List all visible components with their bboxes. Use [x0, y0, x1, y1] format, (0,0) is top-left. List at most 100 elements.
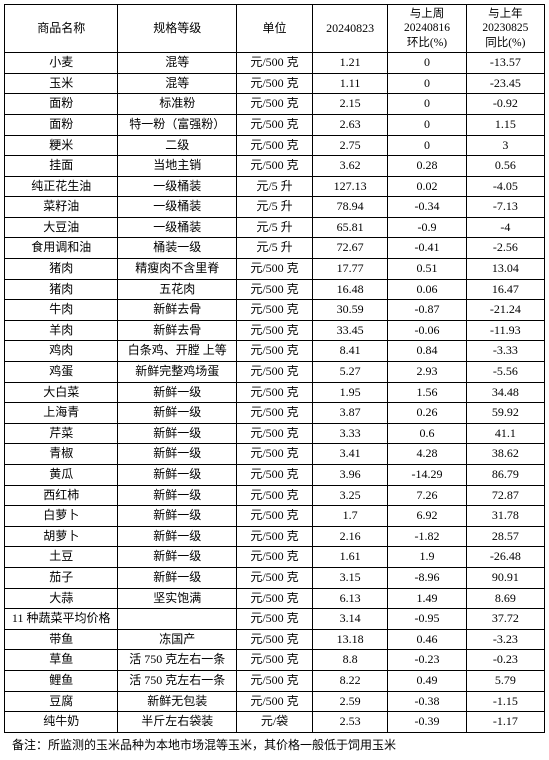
- cell-name: 猪肉: [5, 259, 118, 280]
- table-row: 纯正花生油一级桶装元/5 升127.130.02-4.05: [5, 176, 545, 197]
- cell-v1: 0.06: [388, 279, 466, 300]
- cell-v0: 30.59: [312, 300, 388, 321]
- cell-unit: 元/500 克: [237, 156, 313, 177]
- cell-spec: 新鲜一级: [118, 506, 237, 527]
- cell-v0: 17.77: [312, 259, 388, 280]
- cell-name: 纯牛奶: [5, 712, 118, 733]
- cell-v0: 127.13: [312, 176, 388, 197]
- cell-spec: 五花肉: [118, 279, 237, 300]
- cell-v1: 1.9: [388, 547, 466, 568]
- cell-spec: 活 750 克左右一条: [118, 670, 237, 691]
- cell-spec: 精瘦肉不含里脊: [118, 259, 237, 280]
- cell-name: 茄子: [5, 567, 118, 588]
- cell-unit: 元/500 克: [237, 382, 313, 403]
- cell-v0: 72.67: [312, 238, 388, 259]
- table-row: 大白菜新鲜一级元/500 克1.951.5634.48: [5, 382, 545, 403]
- cell-name: 白萝卜: [5, 506, 118, 527]
- col-header-yoy-l2: 20230825: [468, 21, 543, 35]
- cell-unit: 元/500 克: [237, 650, 313, 671]
- cell-v0: 2.16: [312, 526, 388, 547]
- table-row: 猪肉五花肉元/500 克16.480.0616.47: [5, 279, 545, 300]
- cell-v2: 16.47: [466, 279, 544, 300]
- cell-v1: -0.39: [388, 712, 466, 733]
- table-row: 粳米二级元/500 克2.7503: [5, 135, 545, 156]
- cell-v0: 78.94: [312, 197, 388, 218]
- table-row: 土豆新鲜一级元/500 克1.611.9-26.48: [5, 547, 545, 568]
- cell-v0: 13.18: [312, 629, 388, 650]
- cell-v0: 8.8: [312, 650, 388, 671]
- table-row: 挂面当地主销元/500 克3.620.280.56: [5, 156, 545, 177]
- cell-unit: 元/500 克: [237, 135, 313, 156]
- cell-spec: 活 750 克左右一条: [118, 650, 237, 671]
- cell-v0: 5.27: [312, 362, 388, 383]
- cell-v0: 3.41: [312, 444, 388, 465]
- cell-v1: 6.92: [388, 506, 466, 527]
- cell-v1: -1.82: [388, 526, 466, 547]
- cell-v0: 3.15: [312, 567, 388, 588]
- cell-unit: 元/500 克: [237, 73, 313, 94]
- cell-name: 青椒: [5, 444, 118, 465]
- cell-v1: -0.38: [388, 691, 466, 712]
- cell-v1: 0.26: [388, 403, 466, 424]
- cell-v1: -0.9: [388, 217, 466, 238]
- cell-v1: -0.95: [388, 609, 466, 630]
- cell-name: 鲤鱼: [5, 670, 118, 691]
- cell-name: 食用调和油: [5, 238, 118, 259]
- cell-v1: 1.56: [388, 382, 466, 403]
- cell-spec: 新鲜完整鸡场蛋: [118, 362, 237, 383]
- cell-v2: -1.15: [466, 691, 544, 712]
- cell-v2: 72.87: [466, 485, 544, 506]
- cell-v2: 34.48: [466, 382, 544, 403]
- cell-unit: 元/500 克: [237, 114, 313, 135]
- cell-spec: 一级桶装: [118, 176, 237, 197]
- col-header-wow-l3: 环比(%): [389, 36, 464, 50]
- price-table: 商品名称 规格等级 单位 20240823 与上周 20240816 环比(%)…: [4, 4, 545, 733]
- cell-spec: 新鲜一级: [118, 403, 237, 424]
- cell-name: 豆腐: [5, 691, 118, 712]
- cell-v2: 0.56: [466, 156, 544, 177]
- table-row: 草鱼活 750 克左右一条元/500 克8.8-0.23-0.23: [5, 650, 545, 671]
- cell-v2: 31.78: [466, 506, 544, 527]
- cell-v0: 3.96: [312, 465, 388, 486]
- cell-v2: 1.15: [466, 114, 544, 135]
- cell-v2: 5.79: [466, 670, 544, 691]
- cell-spec: 新鲜一级: [118, 444, 237, 465]
- cell-name: 西红柿: [5, 485, 118, 506]
- cell-v1: 0.28: [388, 156, 466, 177]
- cell-spec: 新鲜一级: [118, 423, 237, 444]
- cell-v0: 3.33: [312, 423, 388, 444]
- cell-unit: 元/500 克: [237, 341, 313, 362]
- cell-v0: 6.13: [312, 588, 388, 609]
- table-row: 羊肉新鲜去骨元/500 克33.45-0.06-11.93: [5, 320, 545, 341]
- cell-v0: 1.61: [312, 547, 388, 568]
- cell-unit: 元/500 克: [237, 423, 313, 444]
- cell-v1: -0.87: [388, 300, 466, 321]
- col-header-wow-l2: 20240816: [389, 21, 464, 35]
- cell-v2: -1.17: [466, 712, 544, 733]
- table-row: 鸡肉白条鸡、开膛 上等元/500 克8.410.84-3.33: [5, 341, 545, 362]
- cell-name: 胡萝卜: [5, 526, 118, 547]
- table-row: 青椒新鲜一级元/500 克3.414.2838.62: [5, 444, 545, 465]
- cell-v2: 41.1: [466, 423, 544, 444]
- cell-v1: 1.49: [388, 588, 466, 609]
- cell-v1: -8.96: [388, 567, 466, 588]
- cell-v1: 0: [388, 94, 466, 115]
- cell-name: 羊肉: [5, 320, 118, 341]
- table-row: 食用调和油桶装一级元/5 升72.67-0.41-2.56: [5, 238, 545, 259]
- cell-spec: 新鲜一级: [118, 485, 237, 506]
- cell-spec: 新鲜一级: [118, 382, 237, 403]
- cell-name: 大豆油: [5, 217, 118, 238]
- table-row: 鸡蛋新鲜完整鸡场蛋元/500 克5.272.93-5.56: [5, 362, 545, 383]
- cell-v0: 3.62: [312, 156, 388, 177]
- cell-v2: -4: [466, 217, 544, 238]
- cell-v1: -0.34: [388, 197, 466, 218]
- cell-v0: 3.25: [312, 485, 388, 506]
- cell-v1: 0.6: [388, 423, 466, 444]
- cell-v0: 2.15: [312, 94, 388, 115]
- cell-unit: 元/500 克: [237, 670, 313, 691]
- table-row: 豆腐新鲜无包装元/500 克2.59-0.38-1.15: [5, 691, 545, 712]
- cell-v2: -2.56: [466, 238, 544, 259]
- cell-v2: -13.57: [466, 53, 544, 74]
- cell-unit: 元/500 克: [237, 567, 313, 588]
- cell-spec: 坚实饱满: [118, 588, 237, 609]
